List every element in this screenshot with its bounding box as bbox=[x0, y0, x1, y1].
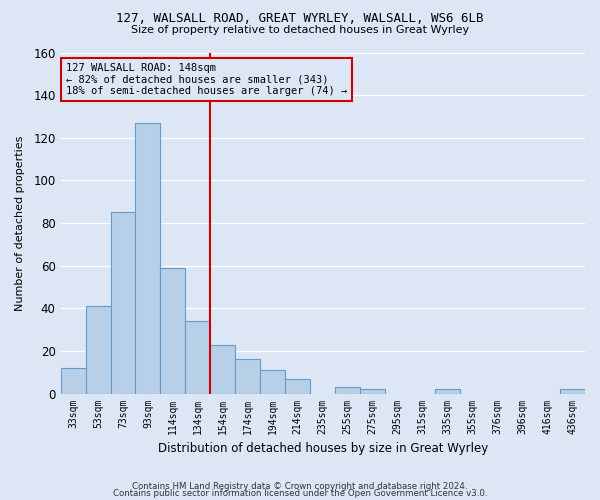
Bar bbox=[110, 212, 136, 394]
Text: Size of property relative to detached houses in Great Wyrley: Size of property relative to detached ho… bbox=[131, 25, 469, 35]
Bar bbox=[260, 370, 286, 394]
Bar bbox=[136, 123, 160, 394]
Bar bbox=[235, 360, 260, 394]
Text: Contains HM Land Registry data © Crown copyright and database right 2024.: Contains HM Land Registry data © Crown c… bbox=[132, 482, 468, 491]
Bar bbox=[86, 306, 110, 394]
Text: 127, WALSALL ROAD, GREAT WYRLEY, WALSALL, WS6 6LB: 127, WALSALL ROAD, GREAT WYRLEY, WALSALL… bbox=[116, 12, 484, 26]
Bar bbox=[160, 268, 185, 394]
Bar bbox=[360, 390, 385, 394]
Bar bbox=[211, 344, 235, 394]
Bar bbox=[185, 321, 211, 394]
Bar bbox=[435, 390, 460, 394]
Bar bbox=[61, 368, 86, 394]
Text: 127 WALSALL ROAD: 148sqm
← 82% of detached houses are smaller (343)
18% of semi-: 127 WALSALL ROAD: 148sqm ← 82% of detach… bbox=[66, 62, 347, 96]
Bar bbox=[560, 390, 585, 394]
Text: Contains public sector information licensed under the Open Government Licence v3: Contains public sector information licen… bbox=[113, 490, 487, 498]
X-axis label: Distribution of detached houses by size in Great Wyrley: Distribution of detached houses by size … bbox=[158, 442, 488, 455]
Y-axis label: Number of detached properties: Number of detached properties bbox=[15, 136, 25, 310]
Bar bbox=[286, 378, 310, 394]
Bar bbox=[335, 387, 360, 394]
